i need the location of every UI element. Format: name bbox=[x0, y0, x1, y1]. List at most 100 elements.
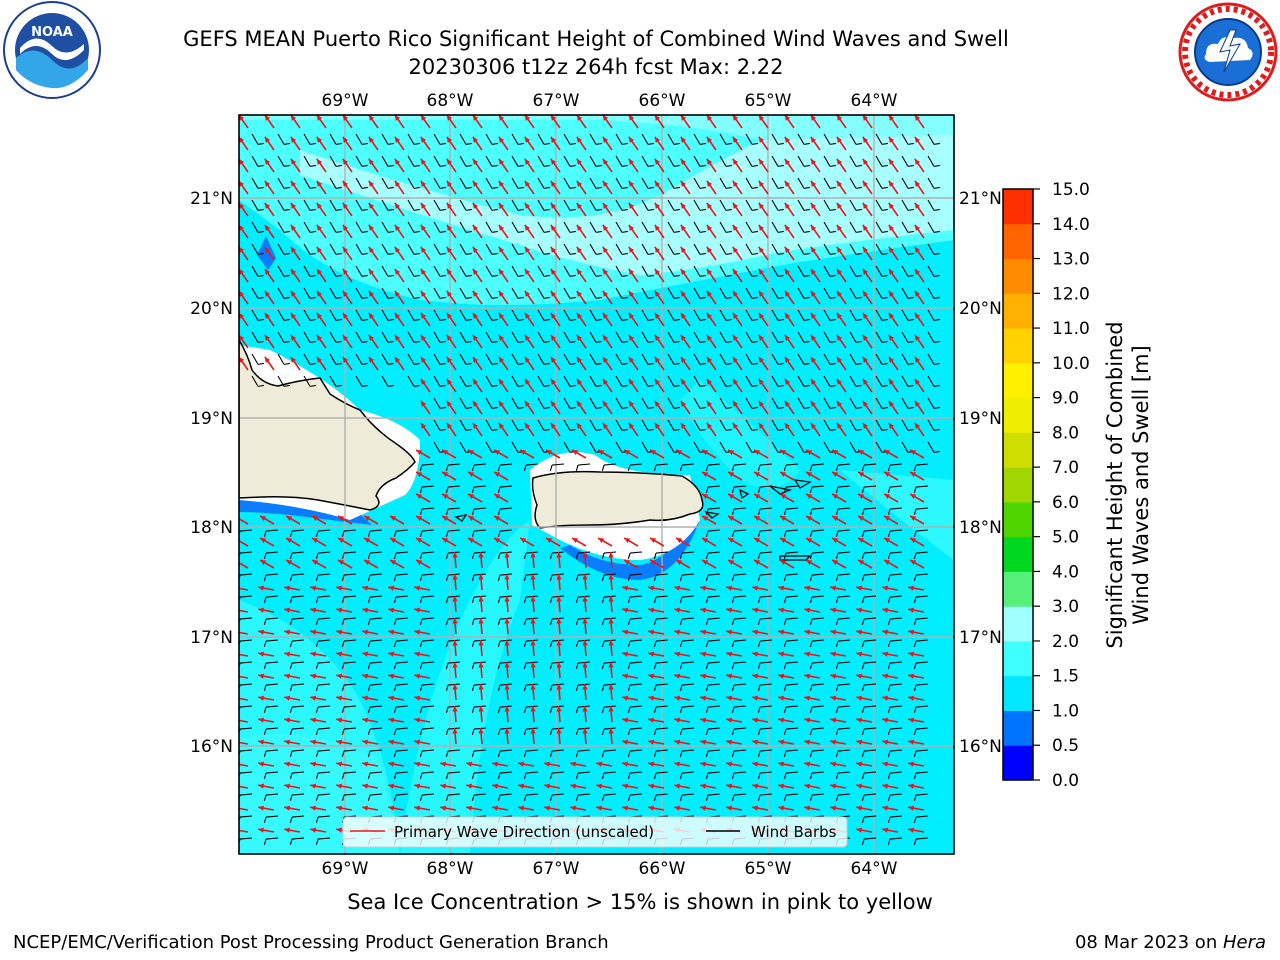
wave-direction-arrowhead bbox=[530, 728, 536, 734]
colorbar bbox=[1003, 189, 1033, 781]
wave-direction-arrowhead bbox=[576, 422, 583, 429]
wave-direction-arrowhead bbox=[550, 356, 557, 363]
wave-direction-arrowhead bbox=[388, 805, 395, 811]
wave-direction-arrowhead bbox=[702, 560, 709, 565]
wind-barb-flag bbox=[387, 296, 395, 299]
wind-barb-flag bbox=[517, 208, 525, 211]
wave-direction-arrowhead bbox=[570, 783, 577, 789]
wind-barb bbox=[823, 243, 831, 255]
wave-direction-arrowhead bbox=[414, 673, 421, 679]
wave-direction-arrowhead bbox=[576, 290, 583, 297]
colorbar-tick-label: 7.0 bbox=[1052, 458, 1079, 478]
wind-barb-flag bbox=[543, 186, 551, 189]
wind-barb-flag bbox=[621, 428, 629, 431]
wind-barb bbox=[785, 771, 799, 774]
wind-barb-flag bbox=[653, 684, 657, 691]
wave-direction-arrowhead bbox=[882, 805, 889, 811]
wind-barb bbox=[771, 353, 779, 365]
wind-barb bbox=[733, 771, 747, 774]
wind-barb bbox=[329, 155, 337, 167]
wind-barb-flag bbox=[309, 384, 317, 387]
noaa-logo: NOAA bbox=[3, 1, 101, 99]
wind-barb-flag bbox=[517, 230, 525, 233]
wave-direction-arrowhead bbox=[856, 695, 863, 701]
wave-direction-arrowhead bbox=[810, 115, 817, 121]
wind-barb-flag bbox=[881, 318, 889, 321]
wave-direction-arrowhead bbox=[882, 695, 889, 701]
wind-barb-flag bbox=[887, 486, 891, 493]
wind-barb-flag bbox=[283, 186, 291, 189]
wind-barb bbox=[837, 617, 851, 620]
wind-barb-flag bbox=[913, 574, 917, 581]
wave-direction-arrowhead bbox=[910, 560, 917, 565]
wind-barb bbox=[681, 749, 695, 752]
wave-direction-arrowhead bbox=[420, 115, 427, 121]
wave-direction-arrowhead bbox=[494, 472, 501, 477]
wave-direction-arrowhead bbox=[524, 400, 531, 407]
wind-barb bbox=[589, 155, 597, 167]
wave-direction-arrowhead bbox=[648, 651, 655, 657]
wind-barb-flag bbox=[595, 406, 603, 409]
wave-direction-arrowhead bbox=[628, 356, 635, 363]
wind-barb-flag bbox=[549, 662, 553, 669]
wave-direction-arrowhead bbox=[806, 538, 813, 543]
wind-barb-flag bbox=[887, 838, 891, 845]
wind-barb-flag bbox=[731, 552, 735, 559]
wave-direction-arrowhead bbox=[654, 422, 661, 429]
wind-barb bbox=[421, 573, 435, 576]
wave-direction-arrowhead bbox=[316, 224, 323, 231]
wind-barb-flag bbox=[647, 340, 655, 343]
wind-barb-flag bbox=[933, 230, 941, 233]
wind-barb bbox=[485, 309, 493, 321]
wind-barb bbox=[875, 155, 883, 167]
wave-direction-arrowhead bbox=[394, 334, 401, 341]
wind-barb-flag bbox=[601, 794, 605, 801]
wind-barb bbox=[849, 265, 857, 277]
wind-barb-flag bbox=[413, 340, 421, 343]
wind-barb-flag bbox=[887, 530, 891, 537]
wave-direction-arrowhead bbox=[342, 312, 349, 319]
wave-direction-arrowhead bbox=[914, 400, 921, 407]
wind-barb bbox=[291, 683, 305, 686]
wind-barb-flag bbox=[835, 684, 839, 691]
wave-direction-arrowhead bbox=[784, 115, 791, 121]
wave-direction-arrowhead bbox=[754, 516, 761, 521]
wave-direction-arrowhead bbox=[882, 673, 889, 679]
wind-barb bbox=[511, 397, 519, 409]
wave-direction-arrowhead bbox=[832, 560, 839, 565]
wind-barb-flag bbox=[413, 186, 421, 189]
wind-barb-flag bbox=[419, 772, 423, 779]
wind-barb-flag bbox=[393, 596, 397, 603]
wave-direction-arrowhead bbox=[316, 202, 323, 209]
wind-barb-flag bbox=[933, 142, 941, 145]
wind-barb bbox=[485, 243, 493, 255]
wind-barb-flag bbox=[855, 428, 863, 431]
wind-barb bbox=[641, 331, 649, 343]
wave-direction-arrowhead bbox=[336, 585, 343, 591]
wind-barb bbox=[915, 463, 929, 466]
wave-direction-arrowhead bbox=[908, 739, 915, 745]
wave-direction-arrowhead bbox=[524, 356, 531, 363]
lat-label-left: 17°N bbox=[190, 628, 233, 648]
wind-barb bbox=[667, 441, 675, 453]
wave-direction-arrowhead bbox=[856, 827, 863, 833]
wind-barb-flag bbox=[835, 728, 839, 735]
wind-barb bbox=[343, 639, 357, 642]
colorbar-segment bbox=[1003, 675, 1033, 711]
wave-direction-arrowhead bbox=[784, 224, 791, 231]
wind-barb bbox=[759, 639, 773, 642]
wind-barb bbox=[745, 419, 753, 431]
wind-barb bbox=[655, 683, 669, 686]
wave-direction-arrowhead bbox=[758, 136, 765, 143]
colorbar-segment bbox=[1003, 189, 1033, 225]
wind-barb bbox=[863, 749, 877, 752]
wind-barb-flag bbox=[393, 530, 397, 537]
wind-barb bbox=[641, 419, 649, 431]
wind-barb-flag bbox=[907, 296, 915, 299]
wind-barb bbox=[381, 243, 389, 255]
wind-barb-flag bbox=[335, 362, 343, 365]
wind-barb bbox=[733, 485, 747, 488]
wind-barb bbox=[863, 837, 877, 840]
wave-direction-arrowhead bbox=[780, 450, 787, 455]
wind-barb-flag bbox=[601, 706, 605, 713]
